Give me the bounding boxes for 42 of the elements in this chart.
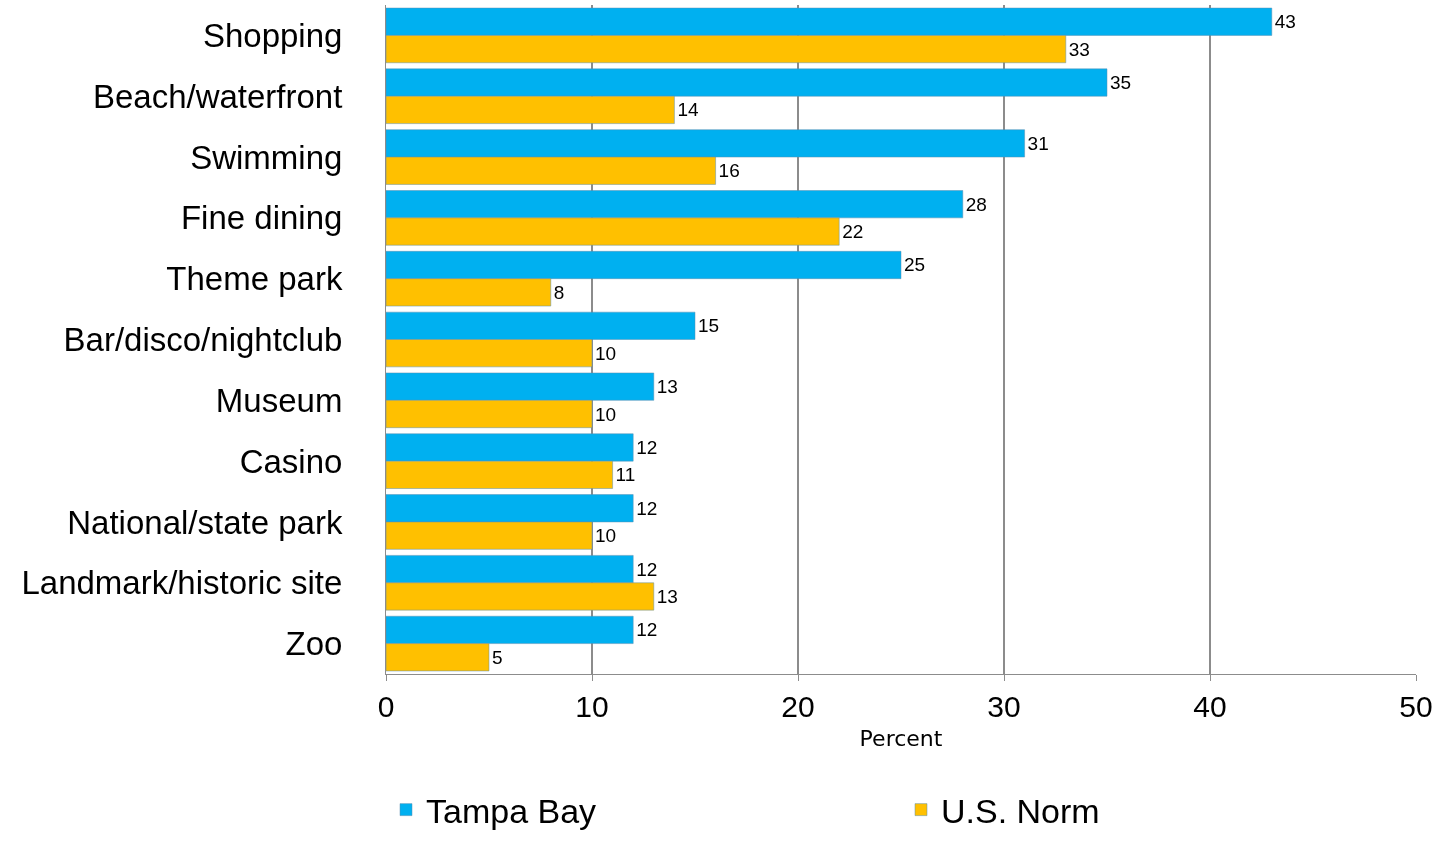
data-label: 28	[965, 193, 987, 215]
x-tick-label: 50	[1399, 690, 1433, 723]
y-tick-label: Museum	[215, 381, 343, 419]
data-label: 16	[718, 160, 740, 182]
y-tick-label: Swimming	[190, 138, 343, 176]
data-label: 11	[615, 464, 636, 486]
data-label: 10	[595, 525, 617, 547]
data-label: 33	[1068, 38, 1090, 60]
x-tick-label: 20	[781, 690, 815, 723]
x-tick-label: 10	[575, 690, 609, 723]
y-tick-label: Fine dining	[180, 199, 343, 237]
y-tick-label: Zoo	[285, 625, 343, 663]
data-label: 5	[492, 646, 503, 668]
y-tick-label: Landmark/historic site	[21, 564, 343, 602]
data-label: 12	[636, 558, 658, 580]
data-label: 15	[698, 315, 720, 337]
data-label: 13	[656, 585, 678, 607]
y-tick-label: Casino	[239, 442, 343, 480]
y-tick-label: Bar/disco/nightclub	[63, 321, 343, 359]
legend-label: U.S. Norm	[941, 791, 1100, 830]
data-label: 14	[677, 99, 699, 121]
data-label: 10	[595, 342, 617, 364]
data-label: 35	[1110, 72, 1132, 94]
data-label: 43	[1274, 11, 1296, 33]
y-tick-label: Shopping	[202, 16, 343, 54]
legend-label: Tampa Bay	[426, 791, 597, 830]
data-label: 12	[636, 497, 658, 519]
data-label: 10	[595, 403, 617, 425]
data-label: 12	[636, 436, 658, 458]
y-tick-label: National/state park	[67, 503, 343, 541]
y-tick-label: Theme park	[166, 260, 343, 298]
data-label: 12	[636, 619, 658, 641]
data-label: 13	[656, 376, 678, 398]
data-label: 25	[904, 254, 926, 276]
data-label: 31	[1027, 132, 1049, 154]
x-tick-label: 30	[987, 690, 1021, 723]
data-label: 22	[842, 221, 864, 243]
x-axis-title: Percent	[859, 725, 943, 751]
data-label: 8	[553, 281, 565, 303]
x-tick-label: 40	[1193, 690, 1227, 723]
x-tick-label: 0	[377, 690, 395, 723]
y-tick-label: Beach/waterfront	[92, 77, 343, 115]
